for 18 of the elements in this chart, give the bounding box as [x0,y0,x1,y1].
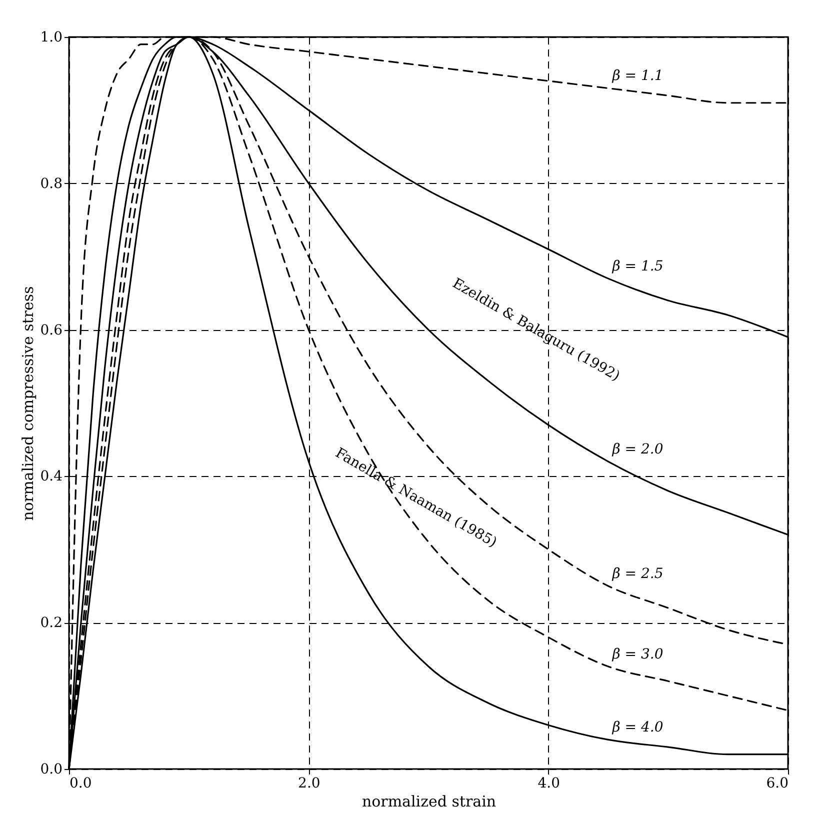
series-label: β = 1.5 [611,258,664,275]
x-tick-label: 4.0 [538,776,560,792]
y-tick-label: 0.0 [40,762,62,778]
series-label: β = 1.1 [611,68,664,84]
x-tick-label: 0.0 [70,776,92,792]
y-axis-title: normalized compressive stress [19,286,38,521]
series-label: β = 2.5 [611,566,664,582]
y-tick-label: 0.8 [40,176,62,192]
x-axis-title: normalized strain [362,792,496,810]
x-tick-label: 6.0 [766,776,788,792]
y-tick-label: 0.4 [40,468,63,485]
series-label: β = 2.0 [611,442,664,458]
y-tick-label: 1.0 [40,30,62,46]
series-label: β = 3.0 [611,646,664,663]
x-tick-label: 2.0 [298,776,320,792]
y-tick-label: 0.6 [40,322,63,338]
y-tick-label: 0.2 [40,615,62,632]
series-label: β = 4.0 [611,720,664,736]
